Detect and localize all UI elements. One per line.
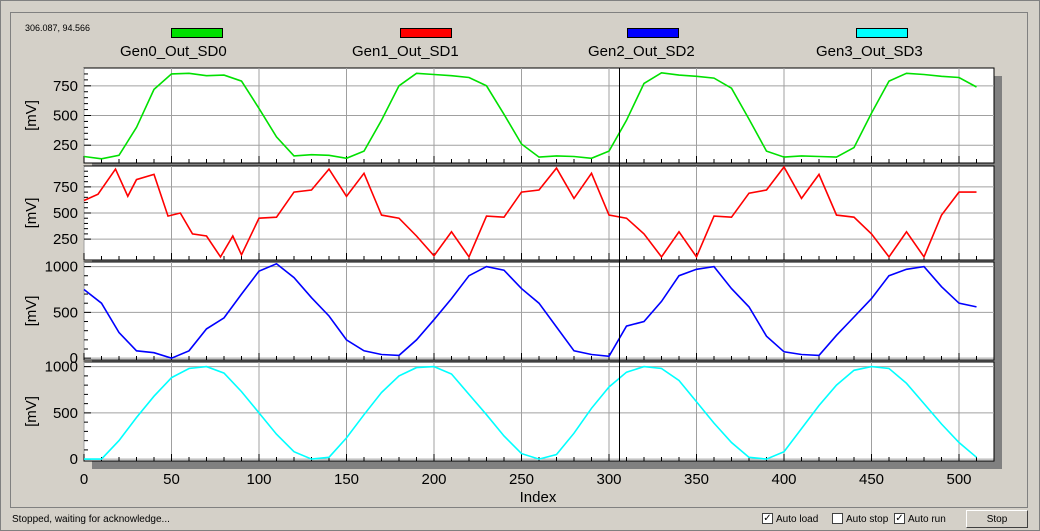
y-axis-label: [mV]	[23, 296, 40, 327]
x-axis-label: Index	[520, 489, 557, 506]
legend-label-gen3: Gen3_Out_SD3	[816, 43, 923, 60]
y-tick-label: 750	[53, 78, 78, 95]
auto-stop-checkbox[interactable]	[832, 513, 843, 524]
x-tick-label: 50	[163, 471, 180, 488]
auto-load-label: Auto load	[776, 514, 819, 525]
x-tick-label: 450	[859, 471, 884, 488]
y-tick-label: 250	[53, 137, 78, 154]
series-line-Gen3_Out_SD3	[84, 365, 978, 460]
x-tick-label: 0	[80, 471, 88, 488]
y-tick-label: 500	[53, 405, 78, 422]
y-tick-label: 500	[53, 205, 78, 222]
x-tick-label: 200	[421, 471, 446, 488]
plot-area-2	[83, 261, 995, 361]
y-tick-label: 500	[53, 108, 78, 125]
auto-stop-label: Auto stop	[846, 514, 889, 525]
auto-run-label: Auto run	[908, 514, 946, 525]
x-tick-label: 250	[509, 471, 534, 488]
x-tick-label: 300	[596, 471, 621, 488]
series-line-Gen1_Out_SD1	[83, 165, 977, 259]
y-tick-label: 1000	[45, 359, 78, 376]
auto-run-checkbox[interactable]: ✓	[894, 513, 905, 524]
y-axis-label: [mV]	[23, 100, 40, 131]
y-tick-label: 1000	[45, 259, 78, 276]
y-tick-label: 250	[53, 231, 78, 248]
x-tick-label: 350	[684, 471, 709, 488]
y-axis-label: [mV]	[23, 396, 40, 427]
x-tick-label: 400	[771, 471, 796, 488]
legend-label-gen0: Gen0_Out_SD0	[120, 43, 227, 60]
auto-load-checkbox[interactable]: ✓	[762, 513, 773, 524]
x-tick-label: 150	[334, 471, 359, 488]
legend-swatch-gen2	[627, 28, 679, 38]
legend-swatch-gen0	[171, 28, 223, 38]
series-line-Gen2_Out_SD2	[83, 262, 977, 360]
series-line-Gen0_Out_SD0	[83, 71, 977, 160]
y-tick-label: 500	[53, 304, 78, 321]
x-tick-label: 100	[246, 471, 271, 488]
legend-swatch-gen1	[400, 28, 452, 38]
status-text: Stopped, waiting for acknowledge...	[12, 514, 170, 525]
legend-label-gen1: Gen1_Out_SD1	[352, 43, 459, 60]
coordinate-readout: 306.087, 94.566	[25, 23, 91, 33]
plot-area-3	[83, 361, 995, 462]
x-tick-label: 500	[946, 471, 971, 488]
y-tick-label: 0	[70, 350, 78, 367]
legend-label-gen2: Gen2_Out_SD2	[588, 43, 695, 60]
y-tick-label: 750	[53, 179, 78, 196]
y-axis-label: [mV]	[23, 198, 40, 229]
legend-swatch-gen3	[856, 28, 908, 38]
stop-button[interactable]: Stop	[966, 510, 1028, 528]
y-tick-label: 0	[70, 451, 78, 468]
